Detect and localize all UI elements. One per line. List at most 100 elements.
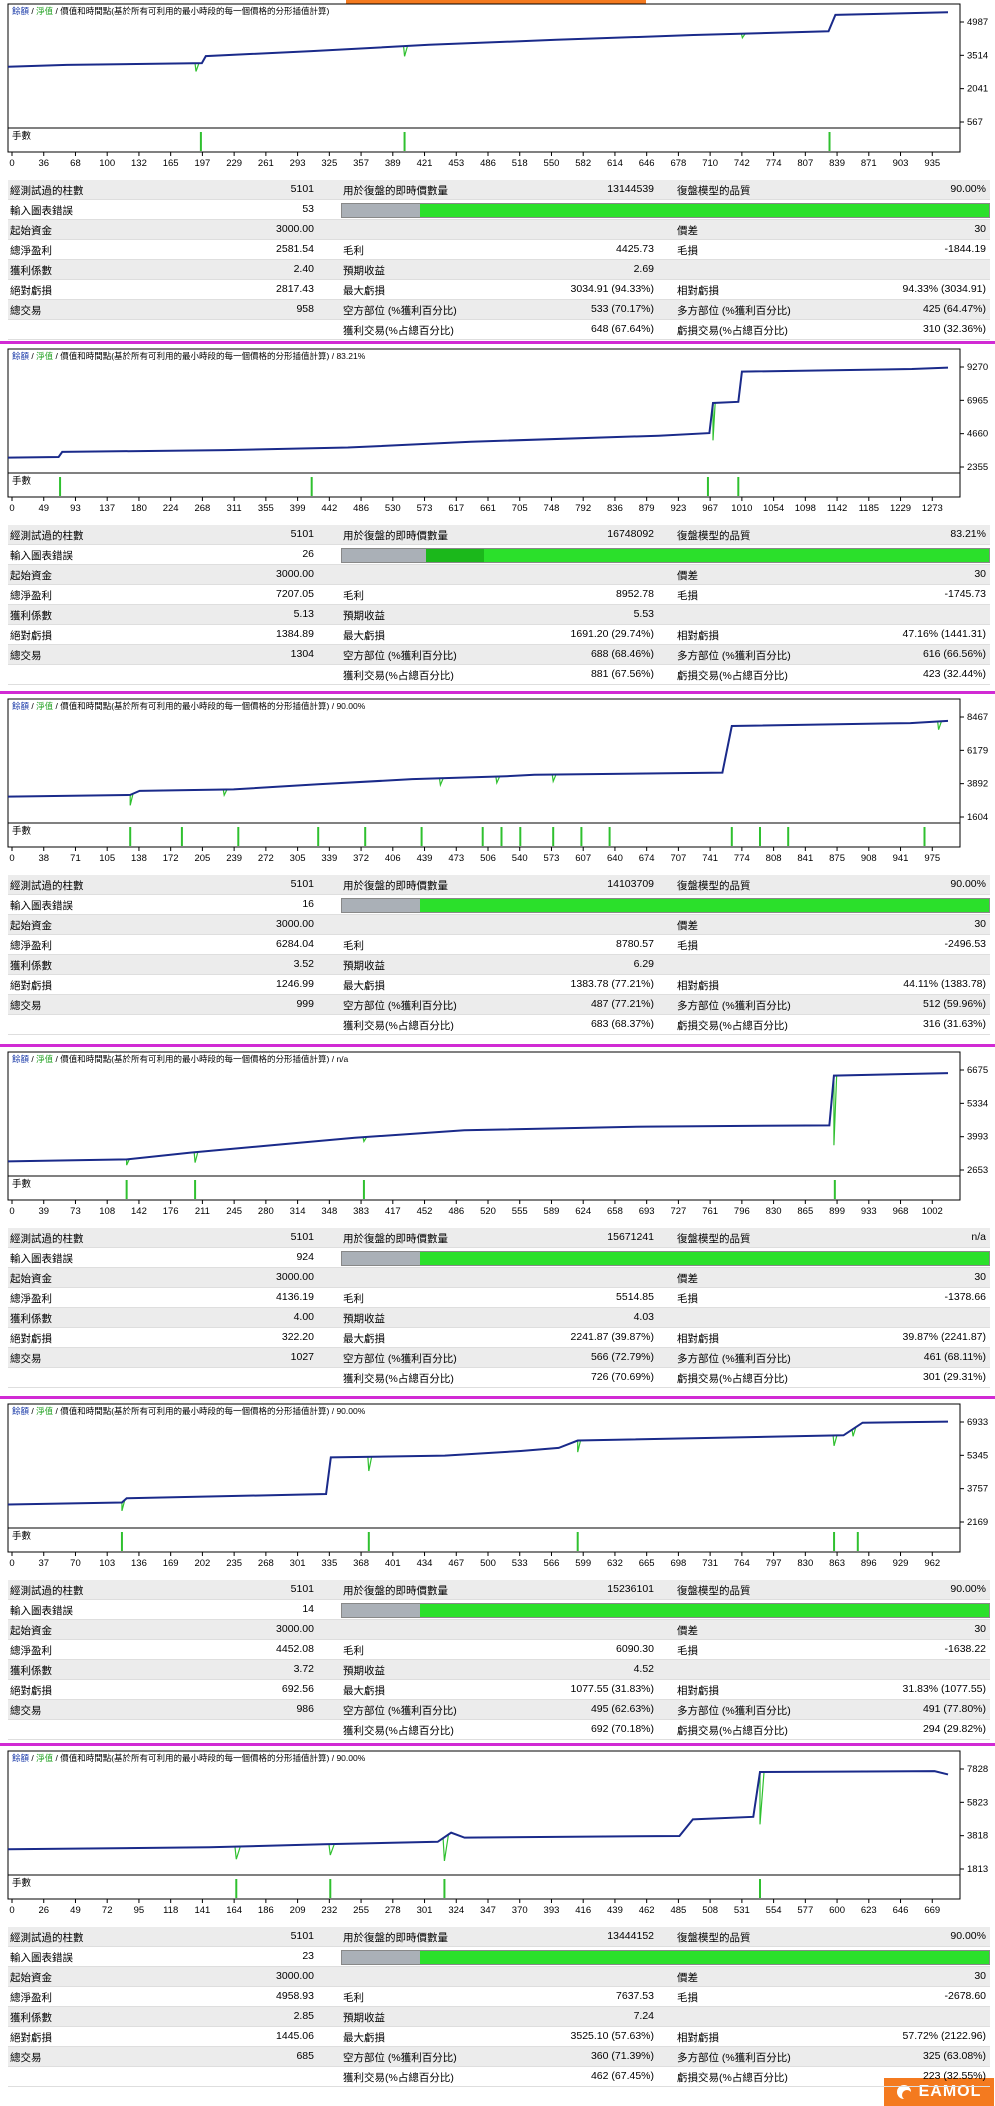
x-tick-label: 39: [38, 1206, 49, 1217]
x-tick-label: 348: [321, 1206, 337, 1217]
x-tick-label: 467: [448, 1558, 464, 1569]
x-tick-label: 871: [861, 158, 877, 169]
initial-value: 3000.00: [276, 1623, 314, 1635]
x-tick-label: 347: [480, 1905, 496, 1916]
x-tick-label: 137: [99, 503, 115, 514]
x-tick-label: 71: [70, 853, 81, 864]
x-tick-label: 836: [607, 503, 623, 514]
report-panel-3: 餘額 / 淨值 / 價值和時間點(基於所有可利用的最小時段的每一個價格的分形插值…: [0, 695, 995, 1040]
spread-value: 30: [974, 1271, 986, 1283]
initial-label: 起始資金: [10, 1972, 52, 1984]
x-tick-label: 141: [194, 1905, 210, 1916]
x-tick-label: 202: [194, 1558, 210, 1569]
max-dd-value: 2241.87 (39.87%): [570, 1331, 654, 1343]
total-trades-label: 總交易: [10, 1705, 42, 1717]
profit-factor-value: 3.72: [293, 1663, 314, 1675]
x-tick-label: 132: [131, 158, 147, 169]
stats-row: 獲利交易(%占總百分比) 683 (68.37%) 虧損交易(%占總百分比) 316 …: [8, 1015, 990, 1035]
long-pos-label: 多方部位 (%獲利百分比): [677, 1353, 791, 1365]
x-tick-label: 533: [512, 1558, 528, 1569]
stats-row: 總淨盈利 7207.05 毛利 8952.78 毛損 -1745.73: [8, 585, 990, 605]
profit-trades-value: 726 (70.69%): [590, 1371, 654, 1383]
balance-series-line: [7, 1072, 949, 1163]
profit-factor-value: 3.52: [293, 958, 314, 970]
equity-chart: 餘額 / 淨值 / 價值和時間點(基於所有可利用的最小時段的每一個價格的分形插值…: [7, 1051, 988, 1217]
y-tick-label: 3514: [967, 50, 988, 61]
x-tick-label: 600: [829, 1905, 845, 1916]
y-tick-label: 2653: [967, 1165, 988, 1176]
chart-header: 餘額 / 淨值 / 價值和時間點(基於所有可利用的最小時段的每一個價格的分形插值…: [12, 6, 330, 16]
x-tick-label: 416: [575, 1905, 591, 1916]
x-tick-label: 73: [70, 1206, 81, 1217]
gross-loss-value: -1638.22: [944, 1643, 986, 1655]
initial-label: 起始資金: [10, 1273, 52, 1285]
x-tick-label: 165: [163, 158, 179, 169]
profit-factor-label: 獲利係數: [10, 2012, 52, 2024]
x-tick-label: 95: [134, 1905, 145, 1916]
y-tick-label: 5334: [967, 1098, 988, 1109]
bars-tested-label: 經測試過的柱數: [10, 530, 84, 542]
x-tick-label: 301: [417, 1905, 433, 1916]
x-tick-label: 355: [258, 503, 274, 514]
x-tick-label: 383: [353, 1206, 369, 1217]
x-tick-label: 1010: [731, 503, 752, 514]
x-tick-label: 138: [131, 853, 147, 864]
x-tick-label: 830: [766, 1206, 782, 1217]
stats-row: 獲利交易(%占總百分比) 726 (70.69%) 虧損交易(%占總百分比) 301 …: [8, 1368, 990, 1388]
x-tick-label: 589: [544, 1206, 560, 1217]
x-tick-label: 500: [480, 1558, 496, 1569]
profit-trades-value: 692 (70.18%): [590, 1723, 654, 1735]
x-tick-label: 1273: [922, 503, 943, 514]
stats-row: 經測試過的柱數 5101 用於復盤的即時價數量 13144539 復盤模型的品質 90.0…: [8, 180, 990, 200]
x-tick-label: 554: [766, 1905, 782, 1916]
ticks-label: 用於復盤的即時價數量: [343, 1932, 448, 1944]
net-profit-label: 總淨盈利: [10, 1645, 52, 1657]
x-tick-label: 764: [734, 1558, 750, 1569]
x-tick-label: 566: [544, 1558, 560, 1569]
mismatched-value: 26: [302, 548, 314, 560]
ticks-label: 用於復盤的即時價數量: [343, 530, 448, 542]
x-tick-label: 879: [639, 503, 655, 514]
stats-row: 總淨盈利 2581.54 毛利 4425.73 毛損 -1844.19: [8, 240, 990, 260]
x-tick-label: 508: [702, 1905, 718, 1916]
short-pos-label: 空方部位 (%獲利百分比): [343, 2052, 457, 2064]
balance-series-line: [7, 1420, 949, 1506]
expected-payoff-label: 預期收益: [343, 610, 385, 622]
quality-value: 90.00%: [950, 1930, 986, 1942]
long-pos-value: 461 (68.11%): [923, 1351, 986, 1363]
x-tick-label: 748: [544, 503, 560, 514]
x-tick-label: 272: [258, 853, 274, 864]
x-tick-label: 136: [131, 1558, 147, 1569]
max-dd-value: 1691.20 (29.74%): [570, 628, 654, 640]
abs-dd-value: 1384.89: [276, 628, 314, 640]
x-tick-label: 646: [893, 1905, 909, 1916]
net-profit-value: 4452.08: [276, 1643, 314, 1655]
quality-label: 復盤模型的品質: [677, 185, 751, 197]
quality-bar-gray: [342, 899, 420, 912]
bars-value: 5101: [290, 528, 314, 540]
max-dd-label: 最大虧損: [343, 285, 385, 297]
x-tick-label: 923: [670, 503, 686, 514]
profit-factor-value: 2.85: [293, 2010, 314, 2022]
loss-trades-value: 310 (32.36%): [922, 323, 986, 335]
gross-profit-value: 6090.30: [616, 1643, 654, 1655]
equity-chart: 餘額 / 淨值 / 價值和時間點(基於所有可利用的最小時段的每一個價格的分形插值…: [7, 3, 988, 169]
quality-value: 90.00%: [950, 878, 986, 890]
profit-factor-label: 獲利係數: [10, 960, 52, 972]
y-tick-label: 4660: [967, 429, 988, 440]
stats-row: 總交易 999 空方部位 (%獲利百分比) 487 (77.21%) 多方部位 (%獲利…: [8, 995, 990, 1015]
quality-label: 復盤模型的品質: [677, 530, 751, 542]
x-tick-label: 324: [448, 1905, 464, 1916]
short-pos-value: 533 (70.17%): [590, 303, 654, 315]
report-panel-4: 餘額 / 淨值 / 價值和時間點(基於所有可利用的最小時段的每一個價格的分形插值…: [0, 1048, 995, 1393]
long-pos-value: 425 (64.47%): [922, 303, 986, 315]
profit-factor-value: 5.13: [293, 608, 314, 620]
x-tick-label: 389: [385, 158, 401, 169]
x-tick-label: 439: [417, 853, 433, 864]
spread-label: 價差: [677, 1273, 698, 1285]
x-tick-label: 807: [797, 158, 813, 169]
rel-dd-label: 相對虧損: [677, 980, 719, 992]
x-tick-label: 36: [38, 158, 49, 169]
net-profit-value: 4136.19: [276, 1291, 314, 1303]
